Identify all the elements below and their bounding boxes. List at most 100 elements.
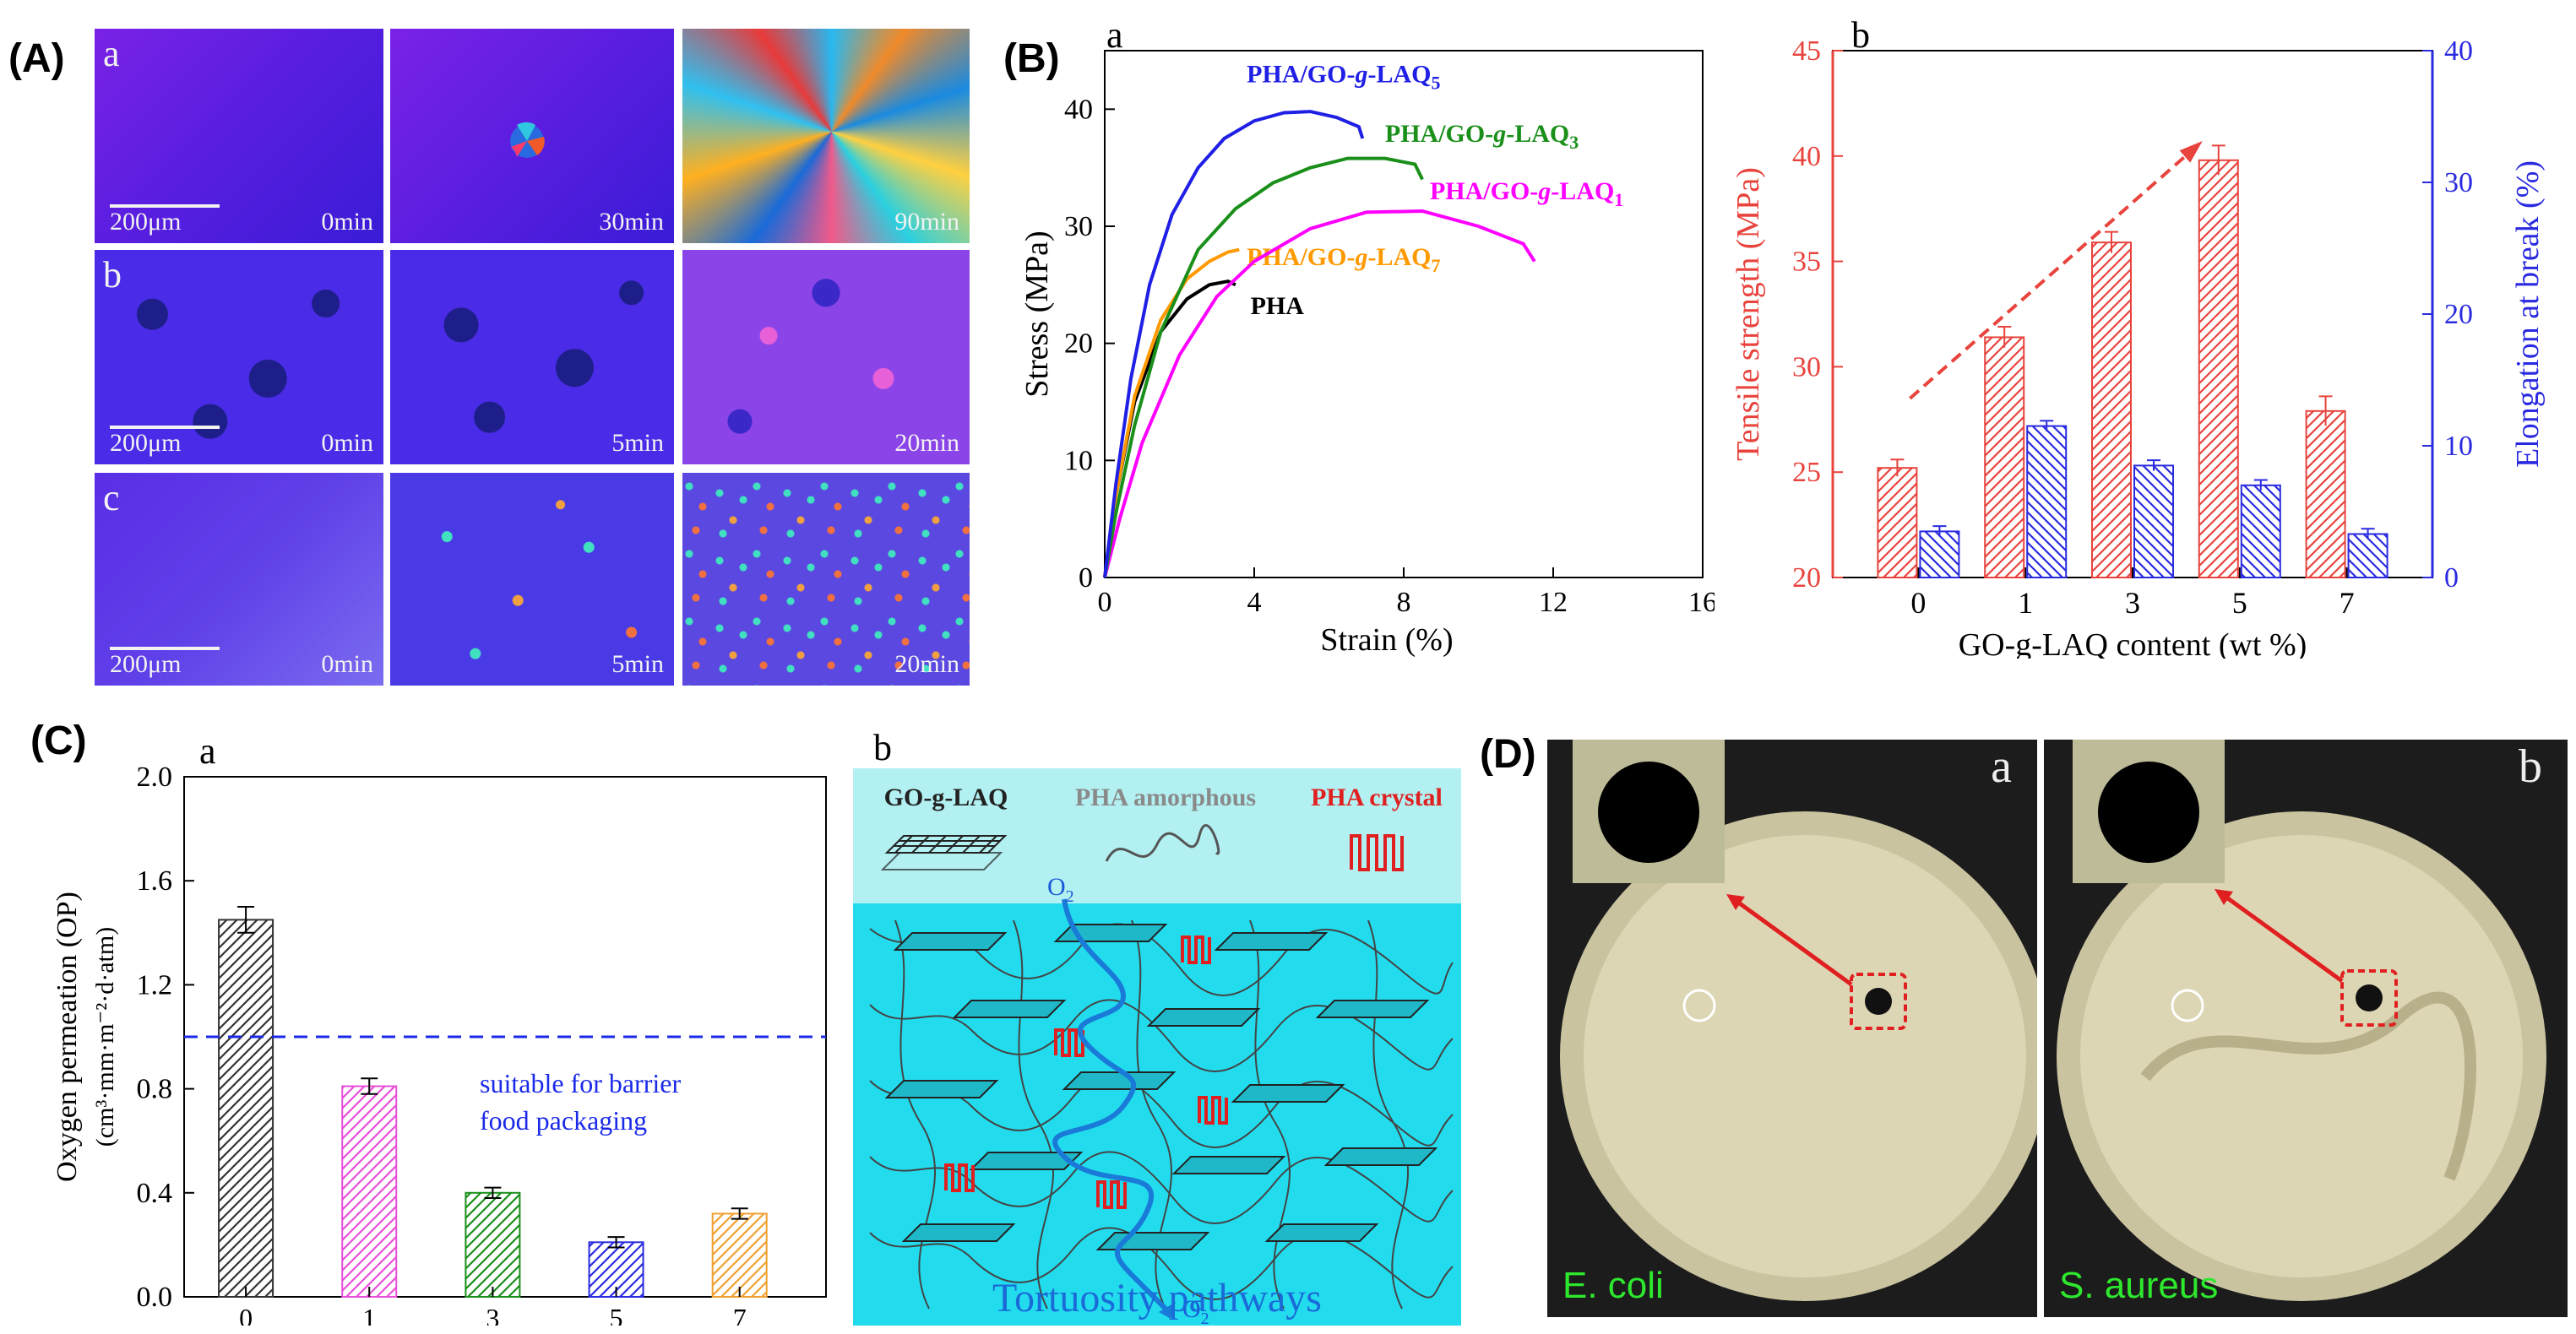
micrograph-a-0: a 200μm 0min bbox=[95, 29, 383, 243]
y-right-tick-label: 20 bbox=[2444, 299, 2473, 330]
scale-label: 200μm bbox=[110, 429, 182, 457]
tensile-bar bbox=[1877, 467, 1918, 579]
organism-label: S. aureus bbox=[2059, 1265, 2219, 1306]
x-tick-label: 1 bbox=[362, 1303, 376, 1326]
micrograph-a-2: 90min bbox=[682, 29, 970, 243]
y-right-axis-title: Elongation at break (%) bbox=[2510, 160, 2546, 468]
micrograph-c-2: 20min bbox=[682, 473, 970, 686]
time-label: 5min bbox=[611, 650, 664, 678]
zoom-inset bbox=[2073, 740, 2225, 883]
panel-label-d: (D) bbox=[1480, 732, 1536, 777]
time-label: 0min bbox=[321, 208, 373, 236]
tensile-bar bbox=[2091, 241, 2132, 578]
stress-strain-chart: a 0 4 8 12 16 0 10 20 30 40 Strain (%) Stress (MPa) P… bbox=[1019, 17, 1715, 658]
tensile-error-bar bbox=[1890, 458, 1905, 477]
elongation-bar bbox=[2240, 484, 2281, 578]
y-left-tick-label: 40 bbox=[1792, 141, 1821, 172]
op-error-bar bbox=[607, 1236, 625, 1249]
series-line bbox=[1103, 110, 1365, 578]
chart-sublabel: a bbox=[1106, 17, 1123, 56]
y-tick-label: 0.0 bbox=[137, 1282, 173, 1313]
oxygen-permeation-chart: a 0.0 0.4 0.8 1.2 1.6 2.0 0 1 3 5 7 suitable for bar… bbox=[52, 730, 827, 1326]
x-tick-label: 0 bbox=[1910, 586, 1926, 620]
y-right-tick-label: 0 bbox=[2444, 562, 2459, 594]
crystal-lamellae bbox=[944, 935, 1228, 1209]
threshold-annotation: food packaging bbox=[480, 1105, 647, 1136]
tensile-error-bar bbox=[2211, 144, 2225, 176]
x-tick-label: 12 bbox=[1539, 587, 1568, 618]
panel-label-b: (B) bbox=[1003, 36, 1060, 81]
micrograph-b-2: 20min bbox=[682, 250, 970, 464]
time-label: 90min bbox=[894, 208, 959, 236]
amorphous-network bbox=[869, 919, 1454, 1310]
o2-pathway bbox=[1052, 898, 1168, 1311]
series-label: PHA/GO-g-LAQ1 bbox=[1430, 177, 1623, 210]
y-tick-label: 1.6 bbox=[137, 865, 173, 897]
spherulite-graphic bbox=[510, 122, 545, 158]
x-tick-label: 1 bbox=[2018, 586, 2033, 620]
x-tick-label: 3 bbox=[2125, 586, 2140, 620]
x-tick-label: 8 bbox=[1397, 587, 1411, 618]
row-letter: c bbox=[103, 477, 120, 518]
micrograph-c-0: c 200μm 0min bbox=[95, 473, 383, 686]
op-bar bbox=[711, 1212, 768, 1298]
time-label: 20min bbox=[894, 429, 959, 457]
legend-go-g-laq: GO-g-LAQ bbox=[884, 784, 1008, 811]
y-left-tick-label: 35 bbox=[1792, 247, 1821, 278]
row-letter: b bbox=[103, 254, 122, 296]
panel-label-c: (C) bbox=[30, 719, 87, 763]
elongation-bar bbox=[1919, 530, 1960, 579]
micrograph-b-0: b 200μm 0min bbox=[95, 250, 383, 464]
diagram-caption: Tortuosity pathways bbox=[992, 1276, 1322, 1320]
y-left-axis-title: Tensile strength (MPa) bbox=[1731, 167, 1766, 461]
amorphous-chain-icon bbox=[1105, 824, 1220, 862]
trend-arrowhead bbox=[2179, 141, 2203, 163]
elongation-bar bbox=[2133, 464, 2174, 579]
series-line bbox=[1103, 209, 1536, 578]
micrograph-c-1: 5min bbox=[390, 473, 674, 686]
x-tick-label: 7 bbox=[733, 1303, 747, 1326]
graphene-sheet-icon bbox=[880, 835, 1008, 870]
threshold-annotation: suitable for barrier bbox=[480, 1068, 681, 1098]
y-tick-label: 0.4 bbox=[137, 1178, 173, 1209]
tensile-error-bar bbox=[1997, 325, 2012, 348]
elongation-error-bar bbox=[2253, 479, 2268, 491]
y-tick-label: 0 bbox=[1079, 562, 1093, 594]
tensile-bar bbox=[2305, 409, 2346, 579]
y-axis-title: Stress (MPa) bbox=[1019, 230, 1055, 397]
micrograph-b-1: 5min bbox=[390, 250, 674, 464]
y-tick-label: 20 bbox=[1064, 328, 1093, 360]
trend-arrow bbox=[1909, 144, 2199, 400]
scale-bar bbox=[110, 647, 220, 650]
op-bar bbox=[341, 1085, 398, 1298]
diagram-sublabel: b bbox=[873, 727, 892, 768]
series-label: PHA bbox=[1251, 292, 1305, 320]
panel-label-a: (A) bbox=[8, 36, 65, 81]
scale-label: 200μm bbox=[110, 208, 182, 236]
y-right-tick-label: 40 bbox=[2444, 35, 2473, 67]
series-label: PHA/GO-g-LAQ5 bbox=[1247, 60, 1440, 93]
op-bar bbox=[218, 919, 274, 1298]
zoom-inset bbox=[1573, 740, 1725, 883]
y-tick-label: 30 bbox=[1064, 211, 1093, 242]
legend-pha-crystal: PHA crystal bbox=[1311, 784, 1443, 811]
x-tick-label: 3 bbox=[486, 1303, 499, 1326]
elongation-error-bar bbox=[2040, 420, 2054, 431]
time-label: 5min bbox=[611, 429, 664, 457]
elongation-error-bar bbox=[1932, 525, 1947, 537]
x-tick-label: 7 bbox=[2340, 586, 2355, 620]
x-axis-title: GO-g-LAQ content (wt %) bbox=[1959, 627, 2307, 659]
time-label: 0min bbox=[321, 650, 373, 678]
photo-letter: b bbox=[2519, 740, 2542, 793]
y-tick-label: 2.0 bbox=[137, 762, 173, 793]
tensile-bar bbox=[2198, 159, 2239, 579]
op-error-bar bbox=[731, 1207, 748, 1220]
tensile-bar bbox=[1984, 336, 2025, 578]
time-label: 0min bbox=[321, 429, 373, 457]
legend-pha-amorphous: PHA amorphous bbox=[1075, 784, 1256, 811]
y-tick-label: 10 bbox=[1064, 445, 1093, 476]
elongation-bar bbox=[2347, 533, 2389, 579]
tensile-error-bar bbox=[2318, 395, 2333, 426]
matrix-band bbox=[853, 903, 1461, 1326]
